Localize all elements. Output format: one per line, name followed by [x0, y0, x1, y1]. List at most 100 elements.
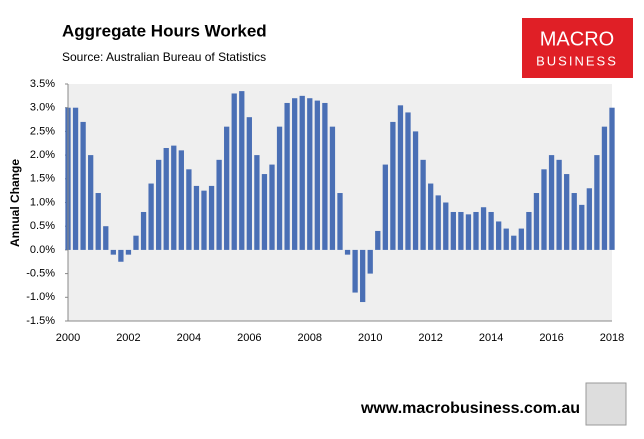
- x-tick-label: 2016: [539, 332, 563, 344]
- chart-title: Aggregate Hours Worked: [62, 21, 267, 40]
- bar: [88, 155, 94, 250]
- bar: [541, 169, 547, 250]
- bar: [390, 121, 396, 250]
- bar: [148, 183, 154, 250]
- bar: [526, 211, 532, 250]
- bar: [193, 185, 200, 250]
- bar: [72, 107, 79, 250]
- bar: [261, 174, 268, 250]
- bar: [208, 185, 215, 250]
- bar: [375, 230, 381, 250]
- x-tick-label: 2008: [298, 332, 322, 344]
- bar: [533, 193, 540, 250]
- logo-box: [522, 18, 633, 78]
- logo-text: BUSINESS: [536, 53, 618, 68]
- x-tick-label: 2004: [177, 332, 201, 344]
- bar: [367, 249, 373, 274]
- y-tick-label: 0.0%: [30, 244, 55, 256]
- bar: [458, 211, 464, 250]
- y-tick-label: 2.5%: [30, 125, 55, 137]
- bar: [80, 121, 86, 250]
- bar: [246, 117, 252, 250]
- bar: [511, 235, 517, 250]
- bar: [299, 95, 305, 250]
- bar: [292, 98, 298, 250]
- bar: [450, 211, 456, 250]
- y-tick-label: 3.5%: [30, 78, 55, 90]
- chart-subtitle: Source: Australian Bureau of Statistics: [62, 50, 266, 64]
- y-tick-label: 2.0%: [30, 149, 55, 161]
- bar: [276, 126, 283, 250]
- bar: [609, 107, 615, 250]
- y-tick-label: -0.5%: [26, 268, 55, 280]
- bar: [178, 150, 184, 250]
- y-tick-label: -1.0%: [26, 291, 55, 303]
- x-tick-label: 2006: [237, 332, 261, 344]
- bar: [594, 155, 600, 250]
- bar: [314, 100, 320, 250]
- bar: [352, 249, 358, 293]
- bar: [382, 164, 388, 250]
- y-tick-label: 1.0%: [30, 196, 55, 208]
- bar: [254, 155, 260, 250]
- y-tick-label: 0.5%: [30, 220, 55, 232]
- bar: [156, 159, 162, 250]
- x-tick-label: 2012: [418, 332, 442, 344]
- bar: [329, 126, 336, 250]
- bar: [322, 102, 328, 250]
- bar: [216, 159, 222, 250]
- x-tick-label: 2014: [479, 332, 503, 344]
- bar: [420, 159, 426, 250]
- bar: [435, 195, 441, 250]
- bar: [412, 131, 419, 250]
- x-tick-label: 2018: [600, 332, 624, 344]
- bar: [465, 214, 472, 250]
- bar: [443, 202, 449, 250]
- logo-text: MACRO: [540, 28, 614, 50]
- y-tick-label: -1.5%: [26, 315, 55, 327]
- bar: [171, 145, 177, 250]
- bar: [186, 169, 192, 250]
- x-tick-label: 2002: [116, 332, 140, 344]
- y-tick-label: 3.0%: [30, 102, 55, 114]
- bar: [548, 155, 555, 250]
- bar: [95, 193, 101, 250]
- bar: [496, 221, 502, 250]
- bar: [307, 98, 313, 250]
- bar: [110, 249, 116, 255]
- bar: [125, 249, 132, 255]
- bar: [269, 164, 275, 250]
- bar: [579, 204, 585, 250]
- bar: [201, 190, 207, 250]
- bar: [344, 249, 351, 255]
- bar: [360, 249, 366, 303]
- bar: [428, 183, 434, 250]
- bar: [103, 226, 109, 250]
- bar: [337, 193, 343, 250]
- bar: [473, 211, 479, 250]
- bar: [118, 249, 124, 262]
- footer-url: www.macrobusiness.com.au: [360, 400, 580, 417]
- y-axis-label: Annual Change: [8, 159, 22, 247]
- bar: [480, 207, 487, 250]
- bar: [231, 93, 237, 250]
- y-tick-label: 1.5%: [30, 173, 55, 185]
- bar: [503, 228, 509, 250]
- bar: [601, 126, 608, 250]
- bar: [405, 112, 411, 250]
- bar: [133, 235, 139, 250]
- bar: [397, 105, 404, 250]
- x-tick-label: 2010: [358, 332, 382, 344]
- bar: [586, 188, 592, 250]
- bar: [564, 174, 570, 250]
- fox-icon: [585, 382, 627, 426]
- bar: [239, 91, 245, 250]
- bar: [518, 228, 524, 250]
- bar: [571, 193, 577, 250]
- bar: [224, 126, 230, 250]
- x-tick-label: 2000: [56, 332, 80, 344]
- bar: [488, 211, 494, 250]
- bar: [140, 211, 147, 250]
- bar: [284, 102, 290, 250]
